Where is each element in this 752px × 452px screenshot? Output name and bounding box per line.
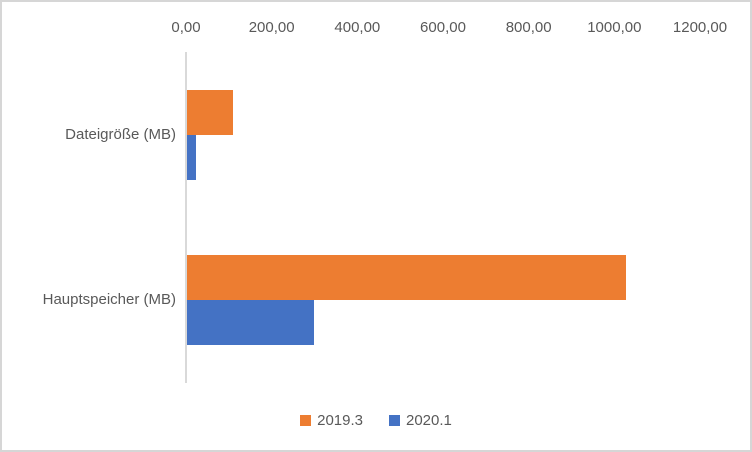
bar-2019.3-hauptspeicher [187,255,626,301]
x-tick-label: 800,00 [505,19,552,36]
legend-swatch-icon [300,415,312,426]
legend-swatch-icon [389,415,400,426]
bar-2020.1-hauptspeicher [187,300,314,346]
legend-item: 2020.1 [389,412,452,429]
legend-label: 2019.3 [317,412,363,429]
legend-label: 2020.1 [406,412,452,429]
category-label: Hauptspeicher (MB) [42,291,176,309]
legend-item: 2019.3 [300,412,363,429]
x-tick-label: 1200,00 [672,19,728,36]
x-tick-label: 0,00 [171,19,201,36]
legend: 2019.3 2020.1 [2,412,750,429]
x-tick-label: 600,00 [420,19,466,36]
x-tick-label: 200,00 [248,19,295,36]
bar-2019.3-dateigroesse [187,89,233,135]
category-label: Dateigröße (MB) [65,125,176,143]
x-tick-label: 1000,00 [587,19,642,36]
y-axis-line [185,52,187,383]
bar-2020.1-dateigroesse [187,134,196,180]
x-tick-label: 400,00 [334,19,381,36]
